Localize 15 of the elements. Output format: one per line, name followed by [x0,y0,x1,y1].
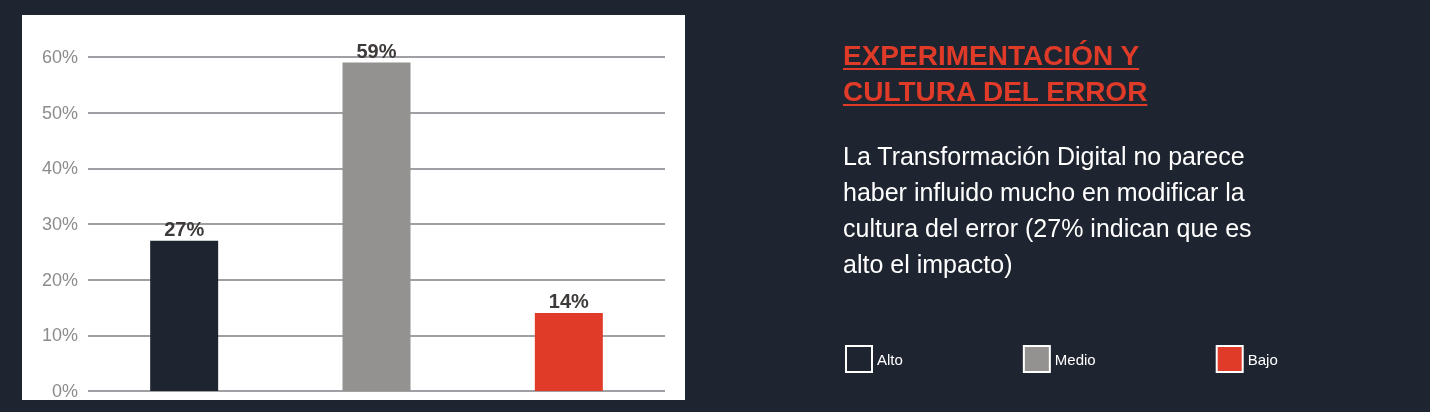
legend-label: Bajo [1247,350,1278,368]
data-label: 14% [548,290,590,313]
text: EXPERIMENTACIÓN Y CULTURA DEL ERROR [843,39,1149,109]
text: La Transformación Digital no parece haber influido mucho en modificar la cultura del error (27% indican que es alto el impacto) [843,141,1253,280]
y-tick-label: 10% [41,325,78,346]
data-label: 27% [164,217,205,240]
y-tick-label: 40% [41,158,78,179]
y-tick-label: 20% [41,269,78,290]
legend-label: Alto [877,350,903,368]
y-tick-label: 0% [51,381,78,401]
y-tick-label: 50% [41,102,78,123]
y-tick-label: 30% [41,214,78,234]
y-tick-label: 60% [41,47,78,67]
data-label: 59% [356,39,397,62]
legend-label: Medio [1054,350,1096,368]
